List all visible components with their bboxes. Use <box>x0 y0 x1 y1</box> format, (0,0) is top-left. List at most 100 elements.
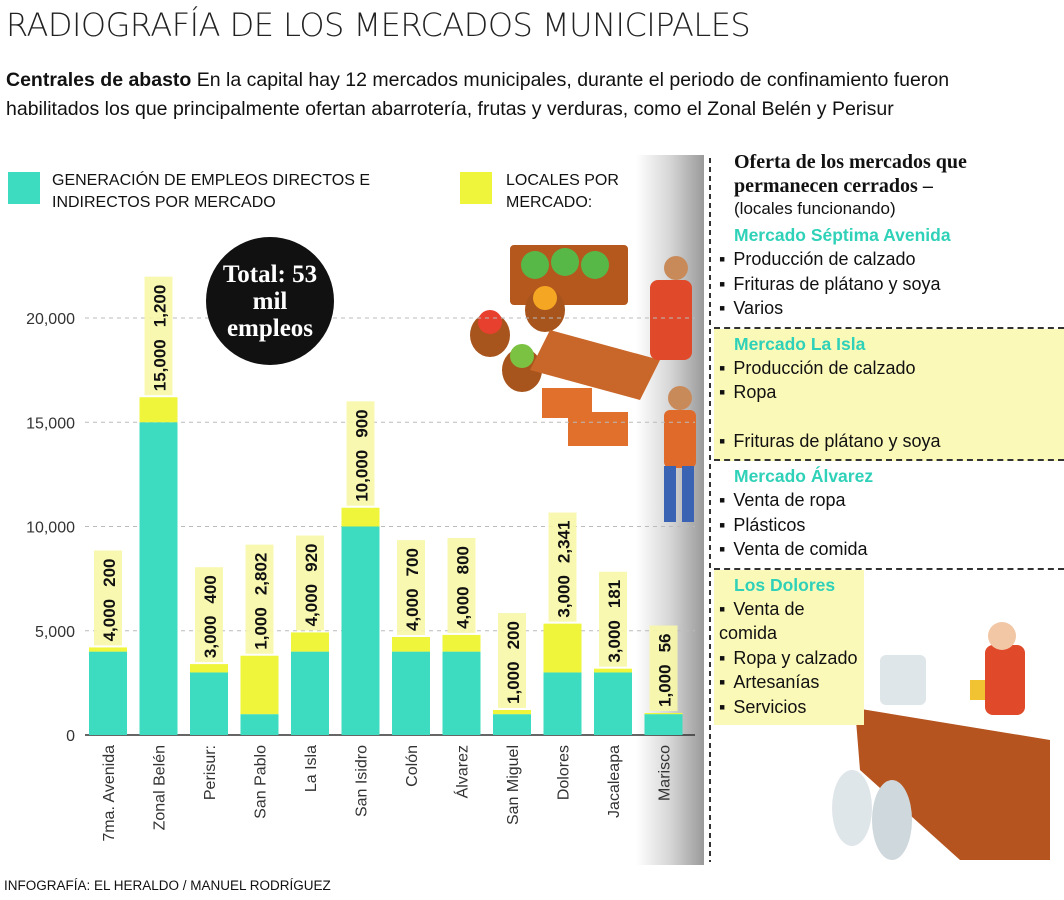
item-list: Producción de calzadoFrituras de plátano… <box>714 247 1064 321</box>
list-item: Artesanías <box>719 670 864 695</box>
intro-text: En la capital hay 12 mercados municipale… <box>6 69 950 120</box>
value-label-group: 3,000 2,341 <box>548 512 577 622</box>
y-tick-label: 5,000 <box>35 624 75 641</box>
value-label-group: 3,000 400 <box>195 567 223 663</box>
bar-segment <box>392 651 430 735</box>
x-tick-label: Álvarez <box>453 745 472 798</box>
value-label: 3,000 <box>605 620 624 663</box>
value-label-bg <box>346 401 375 506</box>
side-panel: Oferta de los mercados que permanecen ce… <box>714 150 1064 725</box>
bar-segment <box>139 422 178 735</box>
list-item: Ropa y calzado <box>719 646 864 671</box>
x-tick-label: Dolores <box>556 745 573 800</box>
value-label-bg <box>498 613 526 708</box>
value-label-bg <box>296 535 324 631</box>
value-label: 4,000 <box>454 586 473 629</box>
value-label-bg <box>397 540 425 636</box>
item-list: Venta de ropaPlásticosVenta de comida <box>714 488 1064 562</box>
value-label: 1,200 <box>151 285 170 328</box>
value-label: 10,000 <box>353 450 372 502</box>
bar-segment <box>89 647 127 652</box>
x-tick-label: San Miguel <box>505 745 522 825</box>
legend-swatch <box>8 172 40 204</box>
value-label: 1,000 <box>252 607 271 650</box>
item-list: Producción de calzadoRopa Frituras de plá… <box>714 356 1064 454</box>
legend-label: GENERACIÓN DE EMPLEOS DIRECTOS E INDIREC… <box>52 172 370 211</box>
list-item: Ropa <box>719 380 1064 405</box>
value-label-group: 1,000 200 <box>498 613 526 708</box>
bar-segment <box>341 526 380 735</box>
value-label-group: 4,000 920 <box>296 535 324 631</box>
value-label: 2,341 <box>555 521 574 564</box>
bar-segment <box>644 714 683 735</box>
value-label: 3,000 <box>555 575 574 618</box>
list-item: Producción de calzado <box>719 356 1064 381</box>
value-label-bg <box>245 544 274 654</box>
bar-segment <box>442 651 481 735</box>
bar-segment <box>594 668 632 673</box>
list-item: Frituras de plátano y soya <box>719 429 1064 454</box>
value-label: 920 <box>302 543 321 571</box>
list-item: Venta de ropa <box>719 488 1064 513</box>
value-label: 4,000 <box>302 584 321 627</box>
bar-segment <box>190 664 228 673</box>
value-label: 900 <box>353 409 372 437</box>
list-item: Servicios <box>719 695 864 720</box>
bar-segment <box>240 655 279 715</box>
y-tick-label: 0 <box>66 728 75 745</box>
x-tick-label: San Pablo <box>253 745 270 819</box>
value-label: 4,000 <box>100 599 119 642</box>
section-name: Los Dolores <box>734 574 836 595</box>
value-label-group: 4,000 200 <box>94 550 122 646</box>
bar-segment <box>291 632 329 652</box>
value-label: 56 <box>656 634 675 653</box>
x-tick-label: Perisur: <box>202 745 219 800</box>
credit: INFOGRAFÍA: EL HERALDO / MANUEL RODRÍGUE… <box>4 878 331 893</box>
y-tick-label: 20,000 <box>26 311 75 328</box>
bar-segment <box>493 714 531 735</box>
section-name: Mercado La Isla <box>734 333 866 354</box>
value-label: 15,000 <box>151 339 170 391</box>
bar-segment <box>493 709 531 715</box>
value-label-group: 4,000 800 <box>447 537 476 633</box>
bar-segment <box>190 672 228 735</box>
bar-segment <box>240 714 279 735</box>
value-label: 3,000 <box>201 616 220 659</box>
value-label-bg <box>599 571 627 667</box>
value-label-group: 15,000 1,200 <box>144 276 173 396</box>
side-section: Los DoloresVenta de comidaRopa y calzado… <box>714 569 864 725</box>
item-list: Venta de comidaRopa y calzadoArtesaníasS… <box>714 597 864 720</box>
list-item: Producción de calzado <box>719 247 1064 272</box>
value-label: 800 <box>454 546 473 574</box>
value-label: 1,000 <box>504 661 523 704</box>
intro-lead: Centrales de abasto <box>6 69 192 91</box>
value-label-group: 1,000 2,802 <box>245 544 274 654</box>
y-tick-label: 10,000 <box>26 520 75 537</box>
list-item: Frituras de plátano y soya <box>719 272 1064 297</box>
value-label-group: 1,000 56 <box>649 625 678 711</box>
value-label-bg <box>94 550 122 646</box>
value-label: 181 <box>605 580 624 608</box>
legend-label: LOCALES POR MERCADO: <box>506 172 619 211</box>
value-label: 700 <box>403 548 422 576</box>
value-label-bg <box>195 567 223 663</box>
side-section: Mercado Séptima AvenidaProducción de cal… <box>714 220 1064 329</box>
x-tick-label: San Isidro <box>354 745 371 817</box>
x-tick-label: Zonal Belén <box>152 745 169 830</box>
value-label: 200 <box>100 559 119 587</box>
value-label: 400 <box>201 575 220 603</box>
bar-segment <box>442 634 481 652</box>
value-label-bg <box>447 537 476 633</box>
value-label-bg <box>548 512 577 622</box>
x-tick-label: Marisco <box>657 745 674 801</box>
intro: Centrales de abasto En la capital hay 12… <box>6 66 1006 124</box>
bar-segment <box>341 507 380 527</box>
list-item: Venta de comida <box>719 537 1064 562</box>
value-label-group: 3,000 181 <box>599 571 627 667</box>
bar-segment <box>543 623 582 673</box>
page-title: RADIOGRAFÍA DE LOS MERCADOS MUNICIPALES <box>6 6 751 44</box>
value-label-group: 10,000 900 <box>346 401 375 506</box>
bar-segment <box>594 672 632 735</box>
side-section: Mercado La IslaProducción de calzadoRopa… <box>714 328 1064 461</box>
